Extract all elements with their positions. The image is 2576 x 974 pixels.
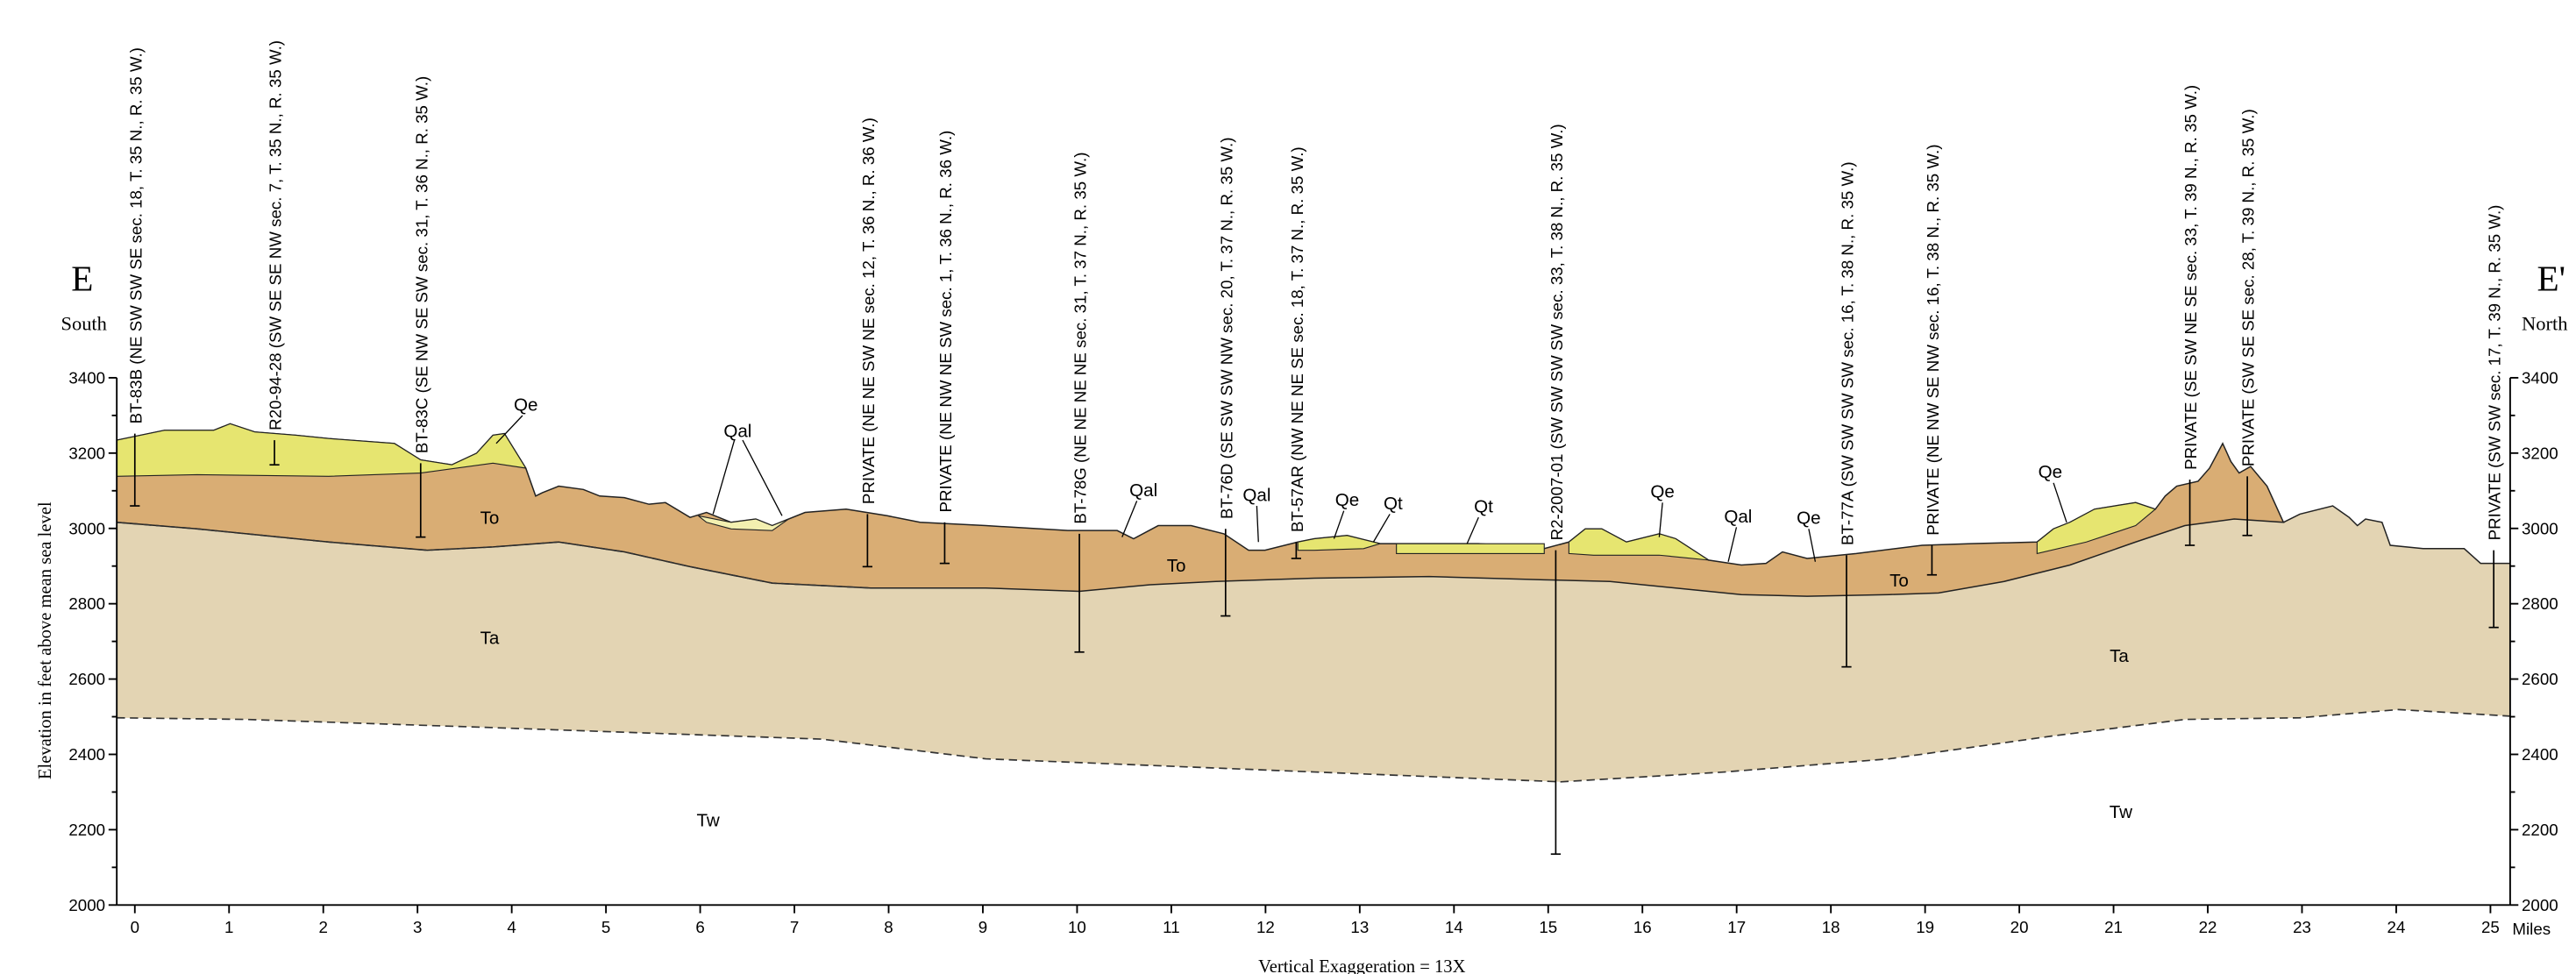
unit-label: To xyxy=(1167,556,1186,576)
y-tick-label: 2200 xyxy=(68,821,105,839)
y-tick-label: 3000 xyxy=(2522,519,2558,537)
y-tick-label: 3400 xyxy=(2522,368,2558,387)
unit-label: To xyxy=(480,508,500,529)
x-tick-label: 25 xyxy=(2481,918,2500,936)
x-tick-label: 1 xyxy=(224,918,233,936)
cross-section: E South E' North Elevation in feet above… xyxy=(0,0,2576,974)
x-tick-label: 15 xyxy=(1539,918,1557,936)
x-tick-label: 3 xyxy=(413,918,422,936)
x-tick-label: 18 xyxy=(1822,918,1840,936)
x-tick-label: 19 xyxy=(1916,918,1934,936)
x-tick-label: 10 xyxy=(1068,918,1086,936)
vertical-exaggeration: Vertical Exaggeration = 13X xyxy=(1258,957,1465,974)
x-tick-label: 6 xyxy=(695,918,704,936)
well-label: PRIVATE (NE NW NE SW sec. 1, T. 36 N., R… xyxy=(936,131,955,513)
x-tick-label: 9 xyxy=(978,918,987,936)
y-tick-label: 3400 xyxy=(68,368,105,387)
x-tick-label: 2 xyxy=(319,918,328,936)
x-tick-label: 20 xyxy=(2010,918,2029,936)
unit-label: Tw xyxy=(2110,802,2132,822)
x-tick-label: 5 xyxy=(601,918,610,936)
x-unit: Miles xyxy=(2512,920,2551,938)
well-label: BT-57AR (NW NE NE SE sec. 18, T. 37 N., … xyxy=(1288,146,1306,532)
unit-label: Qt xyxy=(1474,497,1493,517)
well-label: PRIVATE (NE NE SW NE sec. 12, T. 36 N., … xyxy=(859,117,878,504)
x-tick-label: 4 xyxy=(507,918,516,936)
unit-label: Ta xyxy=(2110,646,2129,666)
well-label: PRIVATE (SW SW sec. 17, T. 39 N., R. 35 … xyxy=(2486,205,2504,541)
x-tick-label: 12 xyxy=(1256,918,1275,936)
well-label: BT-76D (SE SW SW NW sec. 20, T. 37 N., R… xyxy=(1217,138,1235,519)
y-tick-label: 2000 xyxy=(68,896,105,914)
unit-label: Qal xyxy=(723,421,751,441)
qt-deposit xyxy=(1397,544,1545,553)
unit-label: Tw xyxy=(696,810,719,830)
x-tick-label: 0 xyxy=(131,918,139,936)
y-tick-label: 3200 xyxy=(68,444,105,462)
y-tick-label: 3200 xyxy=(2522,444,2558,462)
unit-label: Qe xyxy=(514,395,537,415)
x-tick-label: 13 xyxy=(1350,918,1369,936)
unit-label: Ta xyxy=(480,628,500,648)
unit-label: Qe xyxy=(1650,482,1674,502)
section-end-left: E xyxy=(71,259,93,299)
y-tick-label: 2800 xyxy=(2522,594,2558,613)
well-label: BT-83B (NE SW SW SE sec. 18, T. 35 N., R… xyxy=(126,47,145,423)
well-label: BT-78G (NE NE NE NE sec. 31, T. 37 N., R… xyxy=(1071,153,1090,524)
unit-label: Qal xyxy=(1129,480,1157,501)
well-label: PRIVATE (SW SE SE sec. 28, T. 39 N., R. … xyxy=(2239,109,2258,466)
unit-label: Qal xyxy=(1724,507,1752,527)
y-tick-label: 2800 xyxy=(68,594,105,613)
well-label: R2-2007-01 (SW SW SW SW sec. 33, T. 38 N… xyxy=(1548,124,1566,540)
page: E South E' North Elevation in feet above… xyxy=(0,0,2576,974)
unit-label: Qe xyxy=(2039,462,2062,482)
direction-left: South xyxy=(60,313,106,335)
x-tick-label: 23 xyxy=(2293,918,2311,936)
unit-label: Qal xyxy=(1242,485,1270,505)
x-tick-label: 11 xyxy=(1163,918,1179,936)
unit-label: Qe xyxy=(1335,490,1359,510)
unit-label: To xyxy=(1889,571,1909,591)
well-label: R20-94-28 (SW SE SE NW sec. 7, T. 35 N.,… xyxy=(267,40,285,430)
well-label: PRIVATE (NE NW SE NW sec. 16, T. 38 N., … xyxy=(1924,145,1942,536)
y-tick-label: 3000 xyxy=(68,519,105,537)
y-tick-label: 2600 xyxy=(68,670,105,688)
y-tick-label: 2000 xyxy=(2522,896,2558,914)
y-tick-label: 2600 xyxy=(2522,670,2558,688)
x-tick-label: 21 xyxy=(2104,918,2123,936)
x-tick-label: 14 xyxy=(1445,918,1463,936)
y-tick-label: 2400 xyxy=(2522,745,2558,764)
unit-label: Qe xyxy=(1797,508,1820,529)
x-tick-label: 7 xyxy=(790,918,799,936)
y-tick-label: 2400 xyxy=(68,745,105,764)
x-tick-label: 22 xyxy=(2199,918,2217,936)
direction-right: North xyxy=(2522,313,2567,335)
unit-label: Qt xyxy=(1384,494,1403,514)
x-tick-label: 24 xyxy=(2387,918,2406,936)
x-tick-label: 17 xyxy=(1727,918,1746,936)
section-end-right: E' xyxy=(2537,259,2565,299)
x-tick-label: 8 xyxy=(884,918,893,936)
well-label: PRIVATE (SE SW NE SE sec. 33, T. 39 N., … xyxy=(2181,85,2200,470)
well-label: BT-77A (SW SW SW SW sec. 16, T. 38 N., R… xyxy=(1838,161,1856,545)
well-label: BT-83C (SE NW SE SW sec. 31, T. 36 N., R… xyxy=(412,76,431,453)
y-tick-label: 2200 xyxy=(2522,821,2558,839)
y-axis-title: Elevation in feet above mean sea level xyxy=(36,501,55,779)
x-tick-label: 16 xyxy=(1633,918,1652,936)
